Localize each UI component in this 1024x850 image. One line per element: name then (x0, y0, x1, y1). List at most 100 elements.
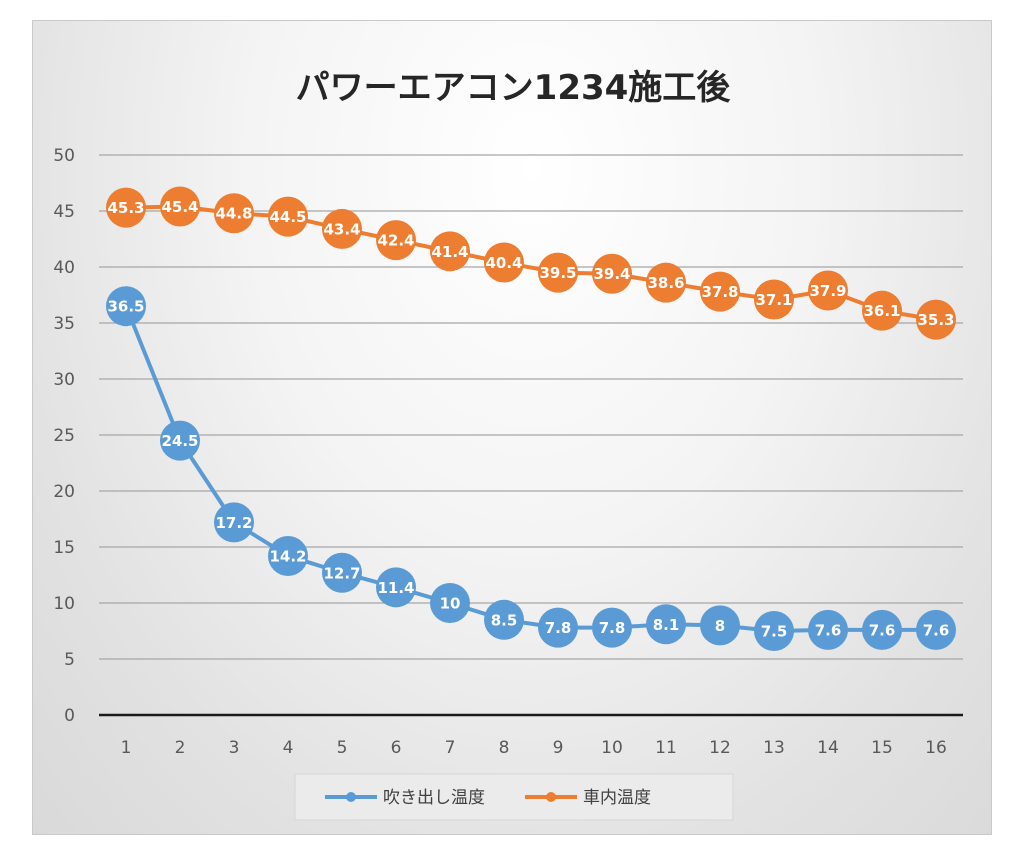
data-label: 7.6 (869, 621, 896, 639)
y-tick-label: 35 (53, 314, 75, 334)
data-label: 12.7 (323, 564, 360, 582)
data-point (592, 253, 632, 294)
data-label: 44.8 (215, 205, 252, 223)
data-label: 7.5 (761, 623, 788, 641)
data-point (916, 609, 956, 650)
data-label: 36.5 (107, 298, 144, 316)
y-tick-label: 5 (64, 650, 75, 670)
data-point (268, 196, 308, 237)
series-1: 36.5 24.5 17.2 14.2 12.7 11.4 10 8.5 7.8 7.8 8.1 8 7… (106, 286, 956, 651)
data-label: 14.2 (269, 547, 306, 565)
x-tick-label: 16 (925, 738, 947, 758)
data-point (754, 279, 794, 320)
x-tick-label: 10 (601, 738, 623, 758)
data-label: 8.1 (653, 616, 680, 634)
data-point (322, 552, 362, 593)
data-point (754, 611, 794, 651)
series-line (124, 305, 936, 633)
data-label: 8 (715, 617, 725, 635)
series-layer: 36.5 24.5 17.2 14.2 12.7 11.4 10 8.5 7.8 7.8 8.1 8 7… (106, 186, 956, 651)
x-tick-label: 8 (499, 738, 510, 758)
data-label: 45.3 (107, 199, 144, 217)
x-axis-ticks: 1 2 3 4 5 6 7 8 9 10 11 12 13 14 15 16 (121, 738, 947, 758)
data-label: 36.1 (863, 302, 900, 320)
data-point (484, 599, 524, 640)
x-tick-label: 2 (175, 738, 186, 758)
x-tick-label: 6 (391, 738, 402, 758)
x-tick-label: 13 (763, 738, 785, 758)
data-point (484, 242, 524, 283)
legend-swatch-marker (346, 792, 356, 802)
x-tick-label: 9 (553, 738, 564, 758)
data-point (160, 186, 200, 227)
data-label: 37.9 (809, 282, 846, 300)
data-label: 8.5 (491, 611, 518, 629)
y-axis-ticks: 0 5 10 15 20 25 30 35 40 45 50 (53, 146, 75, 726)
data-label: 7.8 (545, 619, 572, 637)
y-tick-label: 40 (53, 258, 75, 278)
data-point (430, 231, 470, 272)
data-point (160, 420, 200, 461)
data-label: 45.4 (161, 198, 198, 216)
legend-label: 車内温度 (583, 788, 651, 808)
data-point (214, 502, 254, 543)
chart-title: パワーエアコン1234施工後 (296, 68, 732, 108)
data-point (538, 607, 578, 648)
data-label: 11.4 (377, 579, 414, 597)
data-point (700, 605, 740, 646)
x-tick-label: 15 (871, 738, 893, 758)
data-point (592, 607, 632, 648)
y-tick-label: 15 (53, 538, 75, 558)
legend: 吹き出し温度 車内温度 (294, 773, 734, 821)
x-tick-label: 3 (229, 738, 240, 758)
data-label: 7.6 (815, 621, 842, 639)
data-point (700, 271, 740, 312)
data-point (916, 299, 956, 340)
data-label: 37.8 (701, 283, 738, 301)
x-tick-label: 5 (337, 738, 348, 758)
data-label: 24.5 (161, 432, 198, 450)
y-tick-label: 0 (64, 706, 75, 726)
series-2: 45.3 45.4 44.8 44.5 43.4 42.4 41.4 40.4 39.5 39.4… (106, 186, 956, 340)
data-label: 39.4 (593, 265, 630, 283)
y-tick-label: 45 (53, 202, 75, 222)
data-point (430, 583, 470, 623)
data-label: 38.6 (647, 274, 684, 292)
data-point (862, 290, 902, 331)
data-label: 37.1 (755, 291, 792, 309)
series-line (125, 204, 937, 322)
y-tick-label: 30 (53, 370, 75, 390)
data-point (538, 252, 578, 293)
data-label: 10 (440, 595, 461, 613)
data-point (808, 270, 848, 311)
y-tick-label: 50 (53, 146, 75, 166)
y-tick-label: 20 (53, 482, 75, 502)
data-label: 41.4 (431, 243, 468, 261)
data-point (646, 262, 686, 303)
legend-label: 吹き出し温度 (383, 788, 485, 808)
data-point (376, 220, 416, 261)
data-label: 43.4 (323, 220, 360, 238)
data-point (268, 535, 308, 576)
data-point (862, 609, 902, 650)
x-tick-label: 1 (121, 738, 132, 758)
data-point (106, 187, 146, 228)
data-point (808, 609, 848, 650)
x-tick-label: 7 (445, 738, 456, 758)
data-label: 42.4 (377, 232, 414, 250)
data-label: 7.6 (923, 621, 950, 639)
legend-swatch-marker (546, 792, 556, 802)
data-point (322, 208, 362, 249)
data-point (106, 286, 146, 327)
data-point (646, 604, 686, 645)
data-label: 35.3 (917, 311, 954, 329)
x-tick-label: 11 (655, 738, 677, 758)
data-label: 40.4 (485, 254, 522, 272)
data-label: 39.5 (539, 264, 576, 282)
x-tick-label: 12 (709, 738, 731, 758)
x-tick-label: 14 (817, 738, 839, 758)
data-label: 17.2 (215, 514, 252, 532)
y-tick-label: 10 (53, 594, 75, 614)
data-point (214, 193, 254, 234)
